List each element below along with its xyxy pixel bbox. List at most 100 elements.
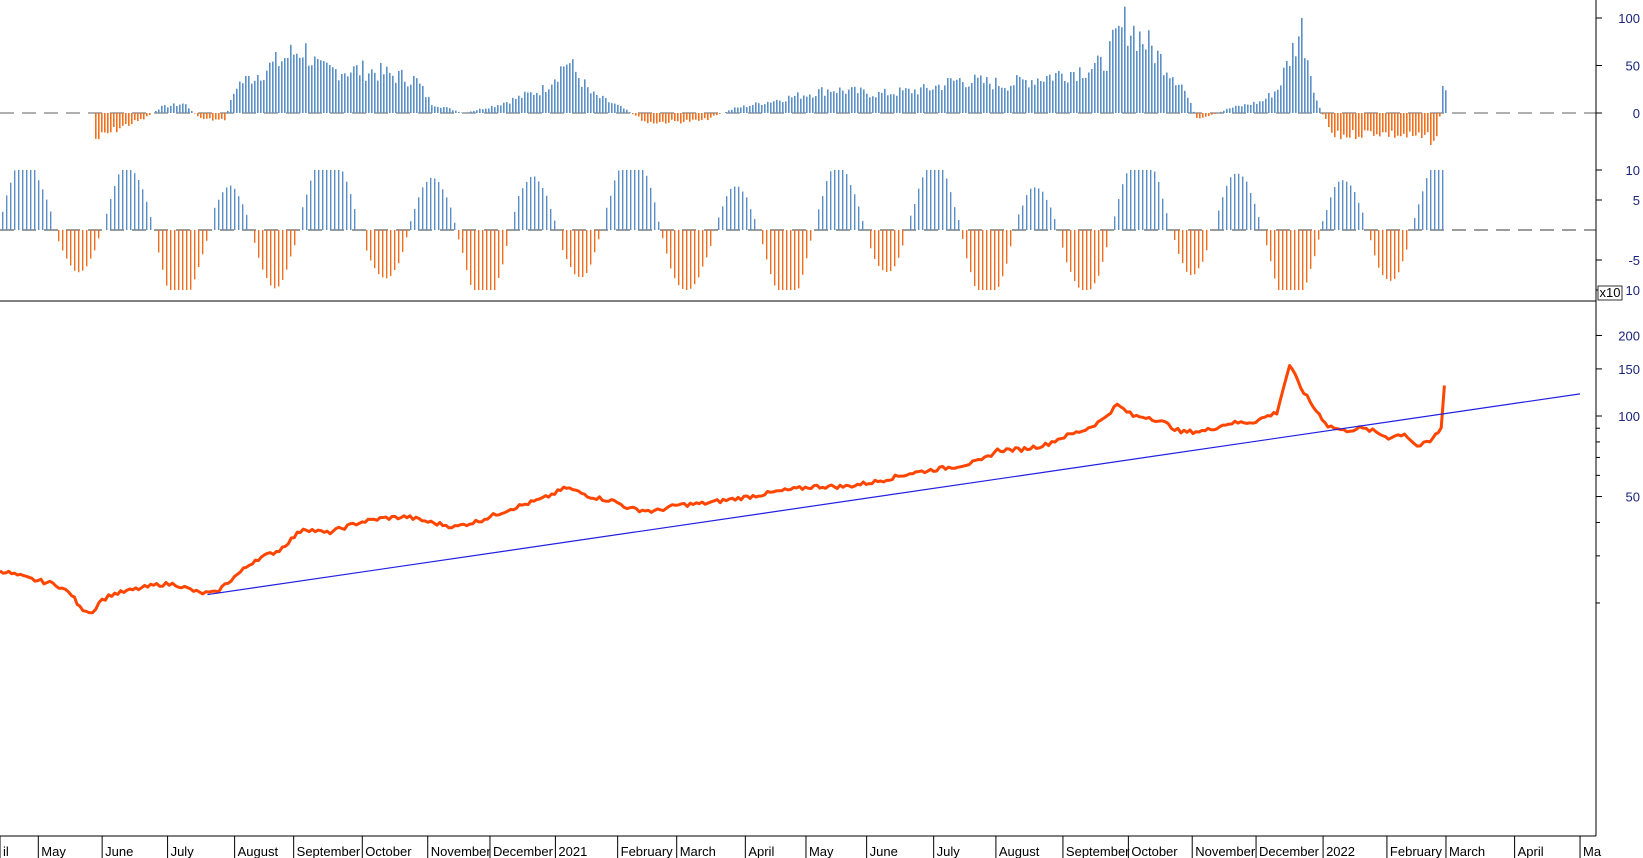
momentum-bar	[221, 113, 223, 119]
oscillator-bar	[1430, 170, 1432, 230]
oscillator-bar	[182, 230, 184, 290]
momentum-bar	[629, 112, 631, 113]
oscillator-bar	[1002, 230, 1004, 277]
oscillator-bar	[58, 230, 60, 242]
oscillator-bar	[586, 230, 588, 274]
momentum-bar	[1091, 69, 1093, 113]
oscillator-bar	[690, 230, 692, 289]
momentum-bar	[1307, 60, 1309, 113]
oscillator-bar	[910, 215, 912, 230]
momentum-bar	[494, 107, 496, 113]
momentum-bar	[1133, 25, 1135, 113]
momentum-bar	[296, 53, 298, 113]
oscillator-bar	[670, 230, 672, 269]
momentum-bar	[1106, 70, 1108, 113]
oscillator-bar	[878, 230, 880, 267]
oscillator-bar	[882, 230, 884, 271]
oscillator-tick-label: -5	[1628, 253, 1640, 268]
momentum-bar	[146, 113, 148, 117]
oscillator-bar	[1270, 230, 1272, 262]
momentum-bar	[1049, 74, 1051, 113]
oscillator-bar	[202, 230, 204, 255]
month-label: June	[870, 844, 898, 858]
oscillator-bar	[938, 170, 940, 230]
oscillator-bar	[822, 196, 824, 230]
momentum-bar	[1388, 113, 1390, 137]
oscillator-bar	[682, 230, 684, 289]
oscillator-bar	[442, 189, 444, 230]
momentum-bar	[1436, 113, 1438, 137]
month-label: 2021	[558, 844, 587, 858]
month-label: 2022	[1326, 844, 1355, 858]
momentum-bar	[512, 97, 514, 113]
momentum-bar	[914, 89, 916, 113]
momentum-bar	[911, 93, 913, 113]
momentum-bar	[818, 89, 820, 113]
momentum-bar	[1268, 92, 1270, 113]
momentum-bar	[938, 84, 940, 113]
oscillator-bar	[1238, 173, 1240, 230]
momentum-bar	[518, 95, 520, 113]
momentum-bar	[1379, 113, 1381, 137]
oscillator-bar	[2, 211, 4, 230]
momentum-bar	[1172, 77, 1174, 113]
oscillator-bar	[238, 196, 240, 230]
momentum-bar	[359, 75, 361, 113]
momentum-bar	[119, 113, 121, 129]
oscillator-bar	[886, 230, 888, 272]
oscillator-bar	[6, 195, 8, 230]
momentum-bar	[980, 75, 982, 113]
oscillator-bar	[982, 230, 984, 290]
momentum-bar	[1247, 104, 1249, 113]
momentum-bar	[932, 89, 934, 113]
momentum-bar	[1361, 113, 1363, 138]
momentum-bar	[389, 72, 391, 113]
oscillator-bar	[562, 230, 564, 251]
momentum-bar	[725, 111, 727, 113]
momentum-bar	[698, 113, 700, 121]
oscillator-bar	[414, 208, 416, 230]
momentum-bar	[200, 113, 202, 118]
oscillator-bar	[318, 170, 320, 230]
momentum-bar	[968, 86, 970, 113]
momentum-bar	[800, 98, 802, 113]
momentum-bar	[419, 83, 421, 113]
momentum-bar	[161, 105, 163, 113]
oscillator-bar	[1382, 230, 1384, 276]
oscillator-bar	[798, 230, 800, 289]
momentum-bar	[809, 94, 811, 113]
momentum-bar	[122, 113, 124, 126]
momentum-bar	[641, 113, 643, 121]
oscillator-bar	[934, 170, 936, 230]
momentum-bar	[479, 108, 481, 113]
momentum-bar	[425, 97, 427, 113]
momentum-bar	[575, 71, 577, 113]
oscillator-bar	[978, 230, 980, 290]
momentum-bar	[707, 113, 709, 121]
oscillator-bar	[1394, 230, 1396, 280]
oscillator-bar	[438, 182, 440, 230]
momentum-bar	[1316, 100, 1318, 113]
oscillator-bar	[162, 230, 164, 270]
momentum-bar	[365, 80, 367, 113]
oscillator-bar	[218, 199, 220, 230]
oscillator-bar	[1254, 203, 1256, 230]
oscillator-bar	[1050, 207, 1052, 230]
oscillator-bar	[842, 170, 844, 230]
momentum-bar	[1127, 45, 1129, 113]
oscillator-bar	[538, 181, 540, 230]
momentum-bar	[383, 74, 385, 113]
oscillator-bar	[1278, 230, 1280, 290]
oscillator-bar	[630, 170, 632, 230]
oscillator-bar	[266, 230, 268, 279]
momentum-bar	[1112, 29, 1114, 113]
momentum-bar	[1229, 108, 1231, 113]
momentum-bar	[470, 111, 472, 113]
momentum-bar	[1208, 113, 1210, 117]
oscillator-bar	[234, 188, 236, 230]
oscillator-bar	[894, 230, 896, 267]
oscillator-bar	[1426, 178, 1428, 230]
oscillator-bar	[1026, 195, 1028, 230]
oscillator-bar	[78, 230, 80, 273]
momentum-bar	[386, 66, 388, 113]
